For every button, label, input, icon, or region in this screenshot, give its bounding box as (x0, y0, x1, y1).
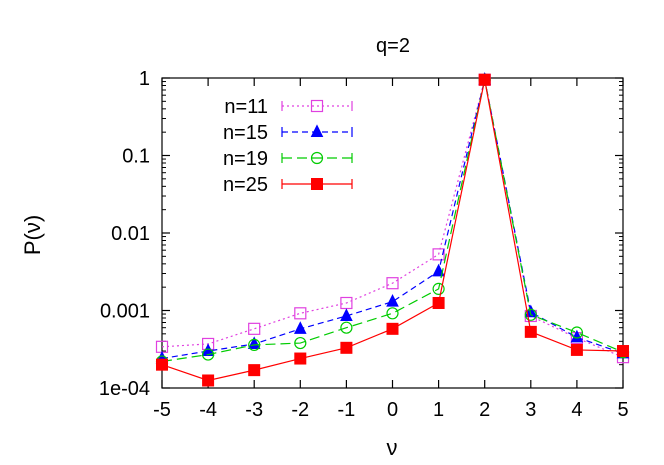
ticks-layer: -5 -4 -3 -2 -1 0 1 2 3 4 5 1e-04 0.001 0.01 0.1 1 (99, 68, 629, 421)
x-tick-label: 3 (525, 399, 536, 421)
x-tick-label: -1 (338, 399, 356, 421)
chart-title: q=2 (376, 35, 410, 57)
data-point (386, 307, 399, 320)
legend-item: n=19 (223, 148, 353, 170)
x-tick-label: 5 (617, 399, 628, 421)
data-point (478, 73, 491, 86)
data-point (617, 345, 629, 358)
series-line (161, 79, 624, 358)
x-tick-label: 1 (433, 399, 444, 421)
data-point (340, 321, 353, 334)
legend: n=11 n=15 n=19 n=25 (223, 96, 353, 196)
data-point (202, 374, 215, 387)
data-point (570, 329, 584, 343)
data-point (570, 343, 583, 356)
data-point (386, 277, 399, 290)
x-tick-label: 4 (571, 399, 582, 421)
y-tick-label: 1 (139, 68, 150, 90)
data-point (340, 308, 353, 321)
x-axis-label: ν (387, 435, 398, 460)
series-n-19 (155, 73, 630, 368)
series-line (161, 79, 624, 363)
data-point (294, 336, 307, 350)
legend-label: n=25 (223, 174, 268, 196)
x-tick-label: 2 (479, 399, 490, 421)
legend-marker (310, 124, 324, 137)
data-point (156, 358, 168, 371)
legend-item: n=25 (223, 174, 353, 196)
data-point (432, 296, 445, 309)
y-tick-label: 0.01 (111, 223, 150, 245)
series-layer (155, 72, 630, 387)
legend-marker (310, 99, 324, 113)
data-point (294, 307, 307, 320)
data-point (570, 326, 584, 339)
legend-label: n=19 (223, 148, 268, 170)
legend-item: n=11 (224, 96, 353, 118)
legend-label: n=15 (223, 122, 268, 144)
y-tick-label: 0.001 (100, 301, 150, 323)
series-n-25 (156, 73, 629, 387)
legend-label: n=11 (224, 96, 268, 118)
legend-marker (310, 151, 324, 165)
data-point (248, 364, 261, 377)
y-axis-label: P(ν) (20, 215, 45, 255)
y-tick-label: 0.1 (122, 146, 150, 168)
data-point (386, 322, 399, 335)
legend-marker (311, 178, 323, 190)
data-point (294, 352, 307, 365)
data-point (386, 294, 399, 307)
x-tick-label: -2 (291, 399, 309, 421)
x-tick-label: -3 (245, 399, 263, 421)
x-tick-label: -5 (153, 399, 171, 421)
x-tick-label: 0 (387, 399, 398, 421)
data-point (340, 341, 353, 354)
data-point (524, 325, 537, 338)
data-point (432, 263, 445, 277)
data-point (524, 308, 537, 321)
y-tick-label: 1e-04 (99, 378, 150, 400)
x-tick-label: -4 (199, 399, 217, 421)
legend-item: n=15 (223, 122, 353, 144)
data-point (432, 282, 445, 295)
data-point (248, 322, 261, 335)
data-point (293, 321, 307, 334)
data-point (432, 248, 445, 261)
data-point (248, 338, 261, 351)
data-point (202, 348, 215, 361)
